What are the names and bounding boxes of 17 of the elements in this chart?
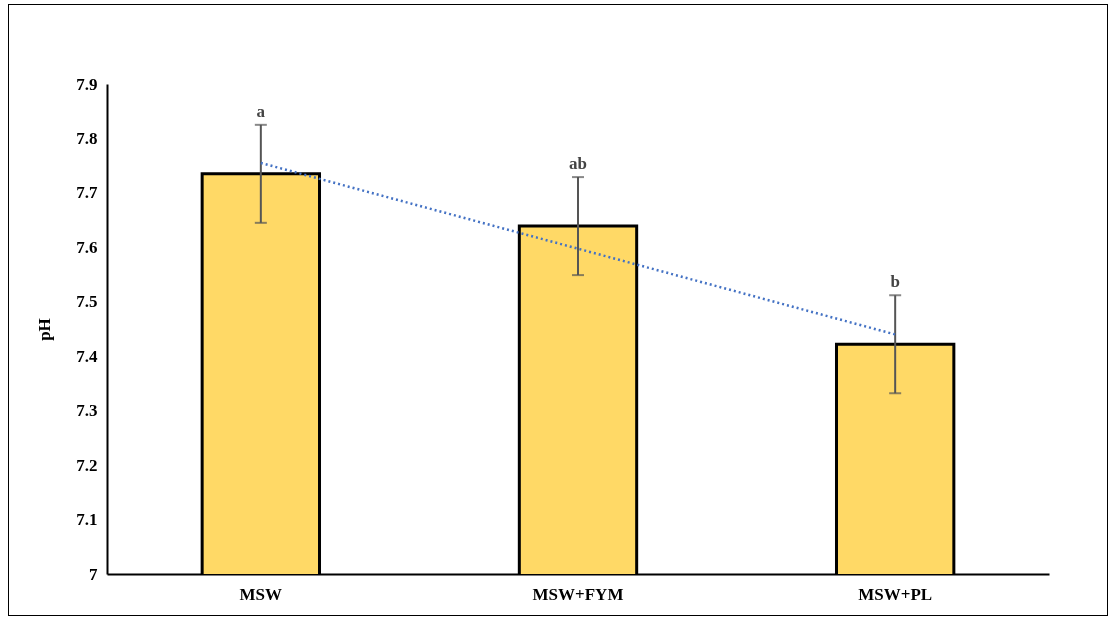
y-axis-title: pH: [35, 318, 55, 341]
x-tick-label: MSW+PL: [858, 584, 933, 604]
y-tick-label: 7: [89, 564, 98, 584]
y-tick-label: 7.3: [76, 401, 98, 421]
y-tick-label: 7.6: [76, 237, 98, 257]
y-tick-label: 7.2: [76, 455, 98, 475]
annotation: b: [890, 272, 900, 292]
annotation: a: [256, 101, 266, 121]
x-tick-label: MSW+FYM: [532, 584, 624, 604]
annotation: ab: [569, 154, 587, 174]
y-tick-label: 7.4: [76, 346, 98, 366]
y-tick-label: 7.1: [76, 510, 98, 530]
x-tick-label: MSW: [239, 584, 283, 604]
y-tick-label: 7.9: [76, 74, 98, 94]
y-tick-label: 7.8: [76, 128, 98, 148]
y-tick-label: 7.5: [76, 292, 98, 312]
y-tick-label: 7.7: [76, 183, 98, 203]
